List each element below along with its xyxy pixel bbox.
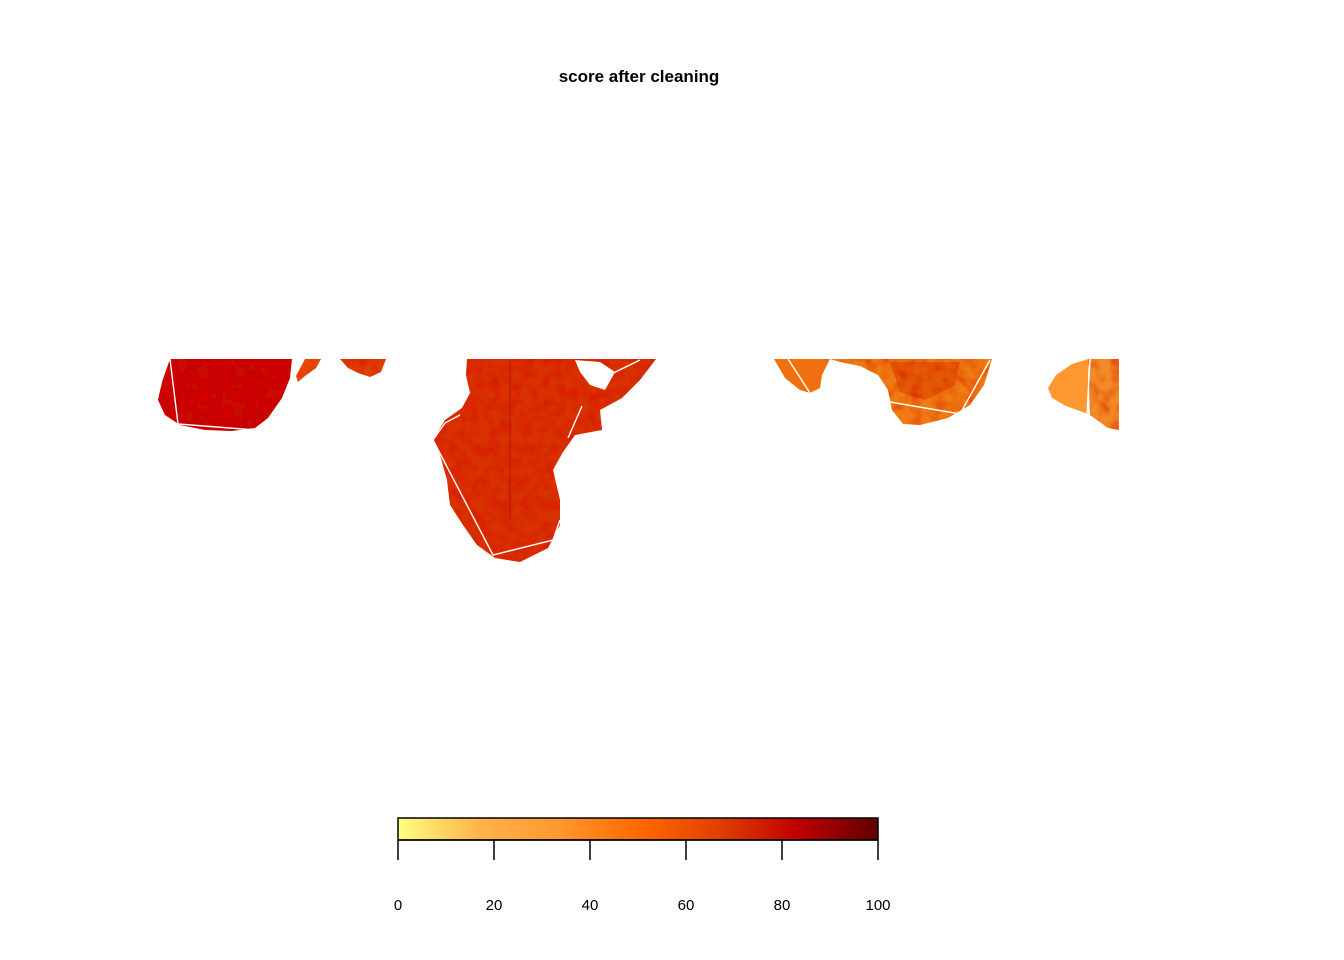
region-5: [1048, 359, 1088, 414]
region-2: [296, 359, 386, 382]
chart-title: score after cleaning: [558, 67, 720, 86]
colorbar: [397, 817, 879, 841]
region-4: [774, 358, 992, 425]
colorbar-tick-label: 20: [486, 897, 503, 914]
region-6: [1086, 358, 1119, 430]
colorbar-tick-label: 80: [774, 897, 791, 914]
region-3: [432, 359, 656, 562]
colorbar-axis: 0 20 40 60 80 100: [394, 839, 891, 914]
colorbar-tick-label: 40: [582, 897, 599, 914]
colorbar-tick-label: 0: [394, 897, 402, 914]
colorbar-tick-label: 60: [678, 897, 695, 914]
region-1: [158, 358, 292, 431]
colorbar-tick-label: 100: [865, 897, 890, 914]
